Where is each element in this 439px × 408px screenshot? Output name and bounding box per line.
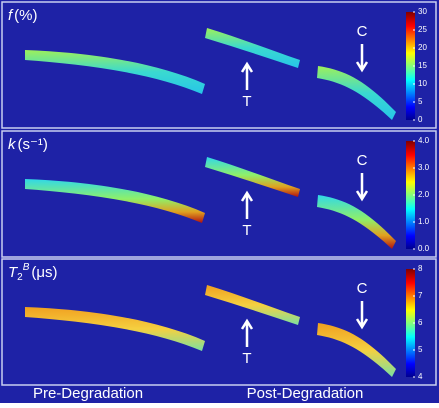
annotation-label: T xyxy=(242,93,251,110)
colorbar-tick-label: 30 xyxy=(418,7,427,16)
panel-label: f (%) xyxy=(8,7,38,24)
post-strip-t xyxy=(205,28,300,68)
arrow xyxy=(240,318,254,347)
colorbar-tick-label: 20 xyxy=(418,43,427,52)
label-symbol: T xyxy=(8,264,19,281)
colorbar-tick-label: 10 xyxy=(418,79,427,88)
arrow xyxy=(355,173,369,202)
colorbar xyxy=(406,141,415,249)
label-subscript: 2 xyxy=(17,272,23,283)
colorbar-tick-label: 4 xyxy=(418,372,423,381)
colorbar-tick-label: 0.0 xyxy=(418,244,430,253)
colorbar-tick-label: 2.0 xyxy=(418,190,430,199)
arrow xyxy=(240,61,254,90)
colorbar-tick-label: 6 xyxy=(418,318,423,327)
label-superscript: B xyxy=(23,262,30,273)
post-strip-c xyxy=(317,195,396,249)
post-strip-c xyxy=(317,323,396,377)
panel-label: k (s⁻¹) xyxy=(8,136,48,153)
pre-strip xyxy=(25,50,205,94)
colorbar-tick-label: 5 xyxy=(418,97,423,106)
colorbar-tick-label: 8 xyxy=(418,264,423,273)
footer-right: Post-Degradation xyxy=(247,385,364,402)
pre-strip xyxy=(25,179,205,223)
annotation-label: C xyxy=(357,152,368,169)
colorbar-tick-label: 25 xyxy=(418,25,427,34)
colorbar-tick-label: 5 xyxy=(418,345,423,354)
post-strip-t xyxy=(205,285,300,325)
colorbar xyxy=(406,12,415,120)
post-strip-c xyxy=(317,66,396,120)
colorbar-tick-label: 3.0 xyxy=(418,163,430,172)
label-unit: (%) xyxy=(14,7,37,24)
pre-strip xyxy=(25,307,205,351)
label-unit: (s⁻¹) xyxy=(18,136,48,153)
colorbar-tick-label: 7 xyxy=(418,291,423,300)
arrow xyxy=(355,301,369,330)
label-symbol: f xyxy=(8,7,14,24)
colorbar-tick-label: 0 xyxy=(418,115,423,124)
annotation-label: T xyxy=(242,350,251,367)
colorbar-tick-label: 1.0 xyxy=(418,217,430,226)
annotation-label: T xyxy=(242,222,251,239)
panel-label: T2B (μs) xyxy=(8,262,58,283)
arrow xyxy=(355,44,369,73)
arrow xyxy=(240,190,254,219)
panel-border xyxy=(1,258,437,386)
footer-left: Pre-Degradation xyxy=(33,385,143,402)
annotation-label: C xyxy=(357,280,368,297)
post-strip-t xyxy=(205,157,300,197)
panel: f (%) T C 0 5 10 15 20 25 30 xyxy=(1,1,437,129)
panel: k (s⁻¹) T C 0.0 1.0 2.0 3.0 4.0 xyxy=(1,130,437,258)
colorbar xyxy=(406,269,415,377)
label-unit: (μs) xyxy=(31,264,57,281)
label-symbol: k xyxy=(8,136,17,153)
panel-border xyxy=(1,130,437,258)
annotation-label: C xyxy=(357,23,368,40)
colorbar-tick-label: 4.0 xyxy=(418,136,430,145)
panel-border xyxy=(1,1,437,129)
colorbar-tick-label: 15 xyxy=(418,61,427,70)
